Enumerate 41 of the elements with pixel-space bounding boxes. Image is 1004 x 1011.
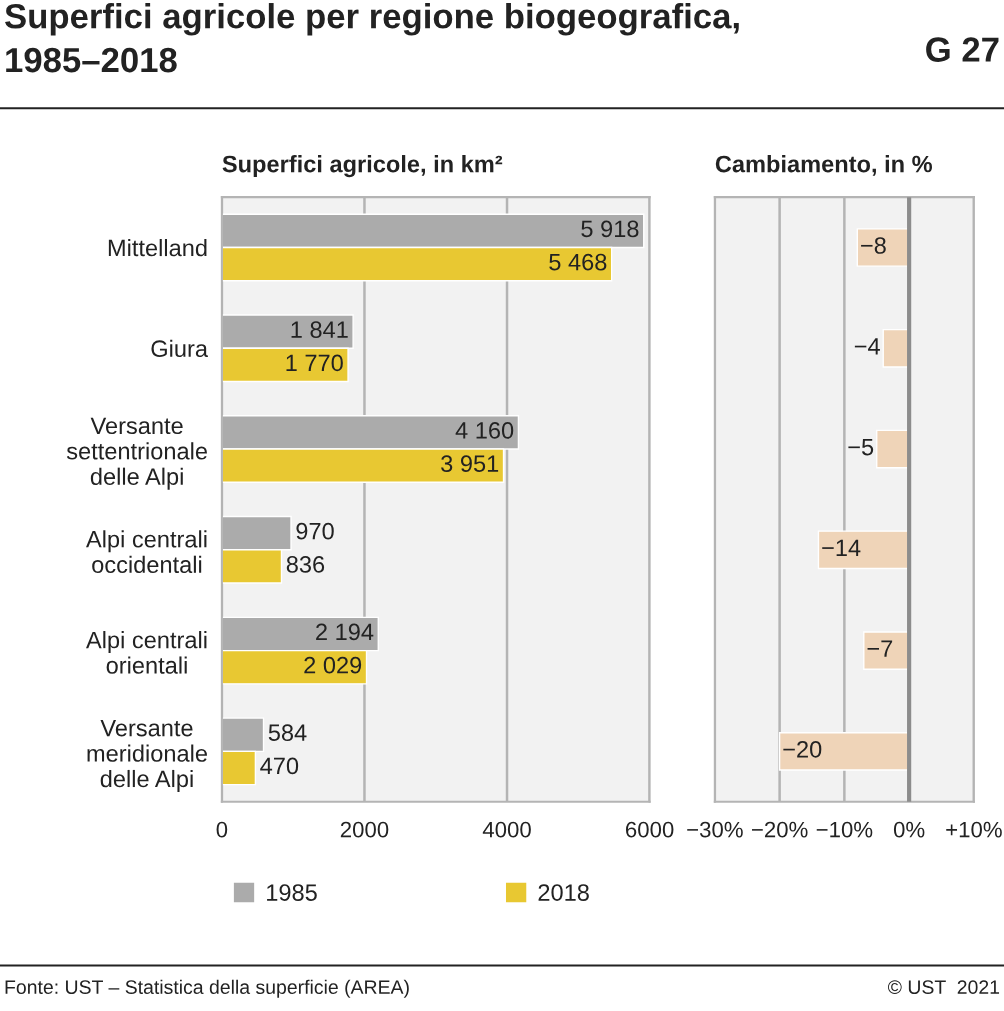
data-label: 836 <box>286 556 325 573</box>
text: © UST 2021 <box>887 980 1000 995</box>
y-tick-label: Mittelland <box>108 238 207 257</box>
x-tick-label: 0% <box>893 821 925 838</box>
data-label: 970 <box>296 522 334 540</box>
y-tick-label: Alpi centrali occidentali <box>86 530 207 574</box>
data-label: −20 <box>783 740 822 758</box>
data-label: 5 918 <box>581 220 639 238</box>
data-label: 4 160 <box>455 422 514 439</box>
text: G 27 <box>926 37 999 62</box>
x-axis-title: Cambiamento, in % <box>715 155 933 176</box>
data-label: 3 951 <box>441 455 499 473</box>
source-note: Fonte: UST – Statistica della superficie (AREA) <box>5 979 409 998</box>
y-tick-label: Alpi centrali orientali <box>86 631 207 674</box>
x-axis-title: Superfici agricole, in km² <box>222 155 503 178</box>
x-tick-label: 6000 <box>626 821 674 838</box>
legend-label: 2018 <box>538 884 589 901</box>
data-label: 2 194 <box>316 623 374 641</box>
data-label: 1 841 <box>291 321 348 338</box>
y-tick-label: Versante meridionale delle Alpi <box>87 719 207 792</box>
y-tick-label: Versante settentrionale delle Alpi <box>66 417 207 490</box>
data-label: −14 <box>822 539 861 556</box>
data-label: 470 <box>260 757 299 775</box>
x-tick-label: −10% <box>816 821 873 838</box>
x-tick-label: −30% <box>687 821 743 838</box>
data-label: −8 <box>861 237 886 254</box>
x-tick-label: +10% <box>946 821 1002 838</box>
y-tick-label: Giura <box>151 339 208 358</box>
data-label: 584 <box>268 724 307 742</box>
x-tick-label: 0 <box>216 821 228 838</box>
data-label: 1 770 <box>286 354 343 372</box>
data-label: −4 <box>854 338 880 355</box>
data-label: 2 029 <box>304 656 362 674</box>
x-tick-label: 4000 <box>482 821 531 838</box>
data-label: −7 <box>867 640 893 657</box>
x-tick-label: 2000 <box>340 821 389 838</box>
x-tick-label: −20% <box>751 821 808 838</box>
data-label: 5 468 <box>549 253 607 271</box>
chart-title: Superfici agricole per regione biogeografica, 1985–2018 <box>5 3 739 73</box>
data-label: −5 <box>848 438 874 456</box>
legend-label: 1985 <box>267 884 317 901</box>
